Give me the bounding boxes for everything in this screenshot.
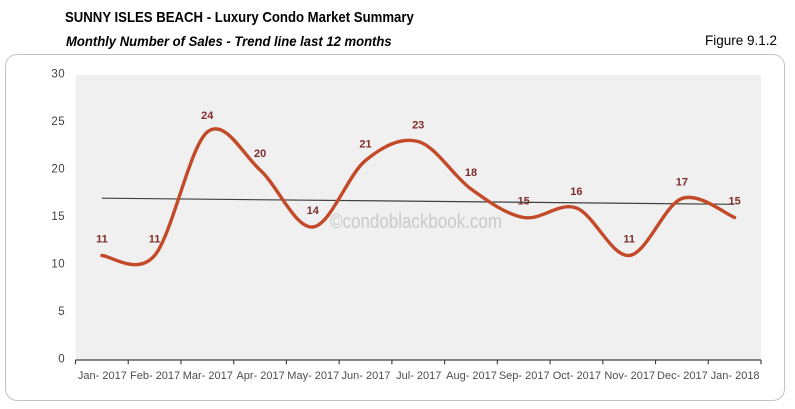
svg-text:11: 11 (96, 234, 108, 246)
svg-text:Dec- 2017: Dec- 2017 (657, 370, 708, 382)
svg-text:16: 16 (570, 186, 582, 198)
svg-text:20: 20 (51, 163, 64, 175)
svg-text:Feb- 2017: Feb- 2017 (130, 370, 180, 382)
svg-text:23: 23 (412, 120, 424, 132)
svg-text:11: 11 (623, 234, 635, 246)
svg-text:0: 0 (58, 353, 64, 365)
svg-text:Apr- 2017: Apr- 2017 (236, 370, 284, 382)
svg-text:Jul- 2017: Jul- 2017 (396, 370, 441, 382)
svg-text:14: 14 (307, 205, 320, 217)
svg-text:21: 21 (359, 139, 371, 151)
svg-text:15: 15 (728, 196, 740, 208)
svg-text:Mar- 2017: Mar- 2017 (183, 370, 233, 382)
svg-text:11: 11 (149, 234, 161, 246)
svg-text:©condoblackbook.com: ©condoblackbook.com (330, 210, 502, 233)
svg-text:30: 30 (51, 68, 64, 80)
svg-text:15: 15 (51, 211, 64, 223)
svg-text:25: 25 (51, 116, 64, 128)
svg-text:Aug- 2017: Aug- 2017 (446, 370, 497, 382)
svg-text:Jan- 2017: Jan- 2017 (78, 370, 127, 382)
svg-text:17: 17 (676, 177, 688, 189)
svg-text:Oct- 2017: Oct- 2017 (553, 370, 601, 382)
svg-text:5: 5 (58, 306, 64, 318)
svg-text:Nov- 2017: Nov- 2017 (604, 370, 655, 382)
svg-text:May- 2017: May- 2017 (287, 370, 339, 382)
svg-text:24: 24 (201, 110, 214, 122)
svg-text:10: 10 (51, 258, 64, 270)
svg-text:20: 20 (254, 148, 266, 160)
svg-text:Sep- 2017: Sep- 2017 (499, 370, 550, 382)
svg-text:15: 15 (518, 196, 530, 208)
svg-text:Jan- 2018: Jan- 2018 (711, 370, 760, 382)
svg-text:18: 18 (465, 167, 477, 179)
svg-text:Jun- 2017: Jun- 2017 (342, 370, 391, 382)
